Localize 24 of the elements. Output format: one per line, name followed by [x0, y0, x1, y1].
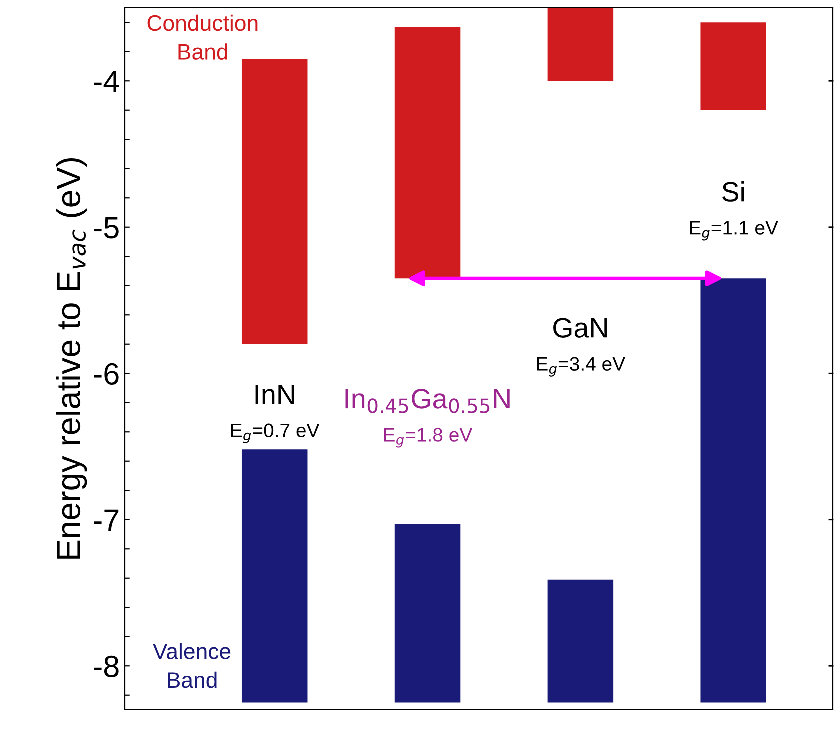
y-tick-label: -4 [94, 71, 120, 92]
x-tick-label: GaN [554, 318, 607, 338]
bar [700, 278, 766, 703]
y-axis-title: Energy relative to E$_{vac}$ (eV) [56, 158, 88, 559]
bar [548, 8, 614, 82]
y-tick-label: -6 [94, 363, 119, 385]
annotation: E$_{g}$=1.8 eV [384, 428, 473, 448]
x-tick-label: Si [722, 182, 744, 202]
x-tick-label: InN [256, 385, 294, 404]
bar [394, 524, 461, 703]
y-tick-label: -5 [94, 217, 119, 239]
series-label: Conduction Band [148, 14, 258, 60]
bar [394, 27, 461, 279]
y-tick-label: -7 [94, 510, 119, 531]
series-label: Valence Band [153, 643, 231, 688]
y-tick-label: -8 [94, 656, 119, 678]
bar [548, 580, 614, 703]
x-tick-label: In$_{0.45}$Ga$_{0.55}$N [346, 389, 510, 414]
annotation: E$_{g}$=1.1 eV [690, 221, 778, 241]
bar [700, 22, 766, 110]
annotation: E$_{g}$=3.4 eV [537, 357, 626, 377]
bar [242, 450, 308, 703]
bar [242, 59, 308, 344]
annotation: E$_{g}$=0.7 eV [231, 424, 320, 444]
